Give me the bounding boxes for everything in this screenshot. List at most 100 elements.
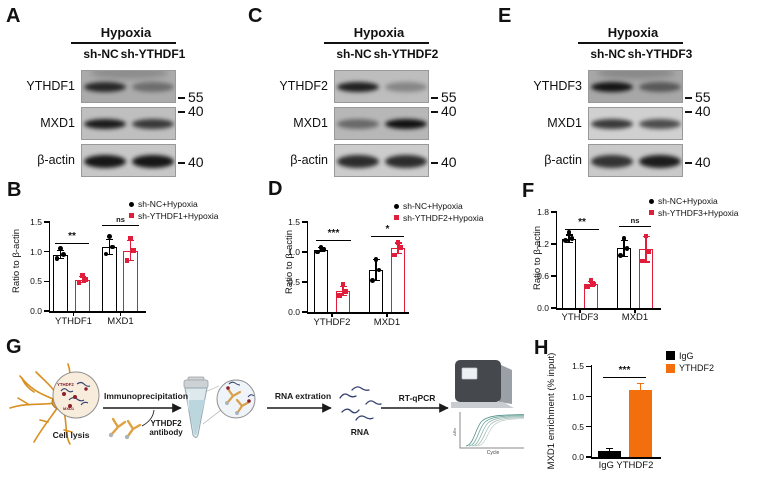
legend-label: IgG [679, 350, 694, 361]
blot-box [81, 70, 176, 103]
blot-band [84, 154, 126, 168]
data-point [76, 280, 82, 285]
x-axis [590, 457, 661, 459]
error-bar [645, 236, 647, 263]
error-bar [81, 276, 84, 284]
y-tick-label: 1.2 [537, 239, 549, 250]
blot-box [334, 70, 429, 103]
bar [629, 390, 652, 457]
marker-label: 40 [188, 154, 204, 170]
treatment-label: Hypoxia [100, 25, 152, 40]
lane-label: sh-NC [336, 47, 372, 61]
blot-box [334, 107, 429, 140]
protein-label: YTHDF1 [26, 79, 75, 93]
legend-marker [666, 363, 675, 373]
x-tick [386, 313, 388, 317]
data-point [591, 281, 597, 287]
blot-band [385, 82, 427, 92]
error-bar [342, 286, 344, 296]
treatment-label: Hypoxia [353, 25, 405, 40]
blot-smear [90, 71, 168, 79]
sig-label: ** [578, 217, 586, 228]
marker-label: 55 [188, 89, 204, 105]
treatment-underline [324, 42, 429, 44]
lane-label: sh-YTHDF1 [120, 47, 186, 61]
y-tick [44, 280, 49, 282]
x-axis [48, 311, 146, 313]
y-tick-label: 0.0 [30, 306, 42, 316]
data-point [566, 229, 572, 235]
error-bar-cap [57, 258, 64, 260]
y-tick [551, 275, 556, 277]
blot-band [591, 119, 633, 129]
x-tick [634, 309, 636, 313]
y-tick [586, 426, 591, 428]
lane-label: sh-YTHDF2 [373, 47, 439, 61]
data-point [643, 233, 649, 239]
antibody-bead [124, 434, 130, 440]
data-point [624, 245, 630, 251]
lane-label: sh-NC [83, 47, 119, 61]
error-bar [608, 447, 611, 453]
data-point [103, 251, 109, 257]
y-tick [586, 456, 591, 458]
protein-label: YTHDF3 [533, 79, 582, 93]
data-point [563, 238, 568, 244]
sig-line [603, 377, 646, 379]
error-bar [639, 382, 642, 393]
data-point [83, 277, 88, 282]
panel-letter-d: D [268, 178, 283, 200]
legend-marker [666, 351, 675, 360]
amplification-plot-icon: Cycle ΔRn [452, 412, 525, 456]
data-point [376, 267, 382, 273]
qpcr-xlabel: Cycle [487, 450, 500, 456]
error-bar-cap [587, 286, 595, 288]
blot-band [385, 119, 427, 129]
protein-label: β-actin [37, 153, 75, 167]
blot-band [84, 82, 126, 92]
error-bar [568, 234, 570, 243]
blot-band [591, 82, 633, 92]
antibody-pointer-line [141, 409, 155, 427]
legend-label: sh-YTHDF2+Hypoxia [403, 212, 484, 223]
y-tick [302, 251, 307, 253]
blot-box [334, 144, 429, 177]
legend-label: sh-YTHDF1+Hypoxia [138, 210, 219, 221]
y-tick-label: 0.5 [572, 421, 584, 432]
blot-box [588, 107, 683, 140]
bar [598, 450, 621, 457]
data-point [340, 282, 346, 287]
error-bar [590, 280, 592, 288]
blot-band [639, 119, 681, 129]
marker-label: 55 [695, 89, 711, 105]
blot-smear [597, 71, 675, 79]
blot-band [337, 154, 379, 168]
error-bar-cap [339, 294, 347, 296]
y-tick-label: 1.5 [30, 217, 42, 228]
y-tick-label: 0.6 [537, 271, 549, 282]
marker-dash [431, 162, 438, 164]
bar [314, 249, 328, 312]
legend-label: sh-NC+Hypoxia [658, 196, 718, 206]
data-point [61, 252, 66, 258]
bar [562, 238, 576, 308]
error-bar [623, 239, 625, 257]
data-point [107, 234, 112, 240]
bar [53, 254, 68, 311]
workflow-label-cell-lysis: Cell lysis [52, 430, 90, 440]
x-category-label: MXD1 [373, 317, 401, 328]
data-point [395, 240, 401, 245]
protein-label: MXD1 [40, 116, 75, 130]
x-tick [579, 309, 581, 313]
legend-marker [649, 210, 654, 215]
error-bar-cap [565, 241, 573, 243]
bar [102, 246, 117, 311]
y-axis-label: MXD1 enrichment (% input) [546, 352, 557, 470]
legend-marker [394, 215, 399, 220]
protein-label: MXD1 [547, 116, 582, 130]
rna-icon [339, 386, 382, 421]
legend-marker [394, 203, 399, 209]
blot-band [84, 119, 126, 129]
error-bar-cap [637, 382, 644, 384]
